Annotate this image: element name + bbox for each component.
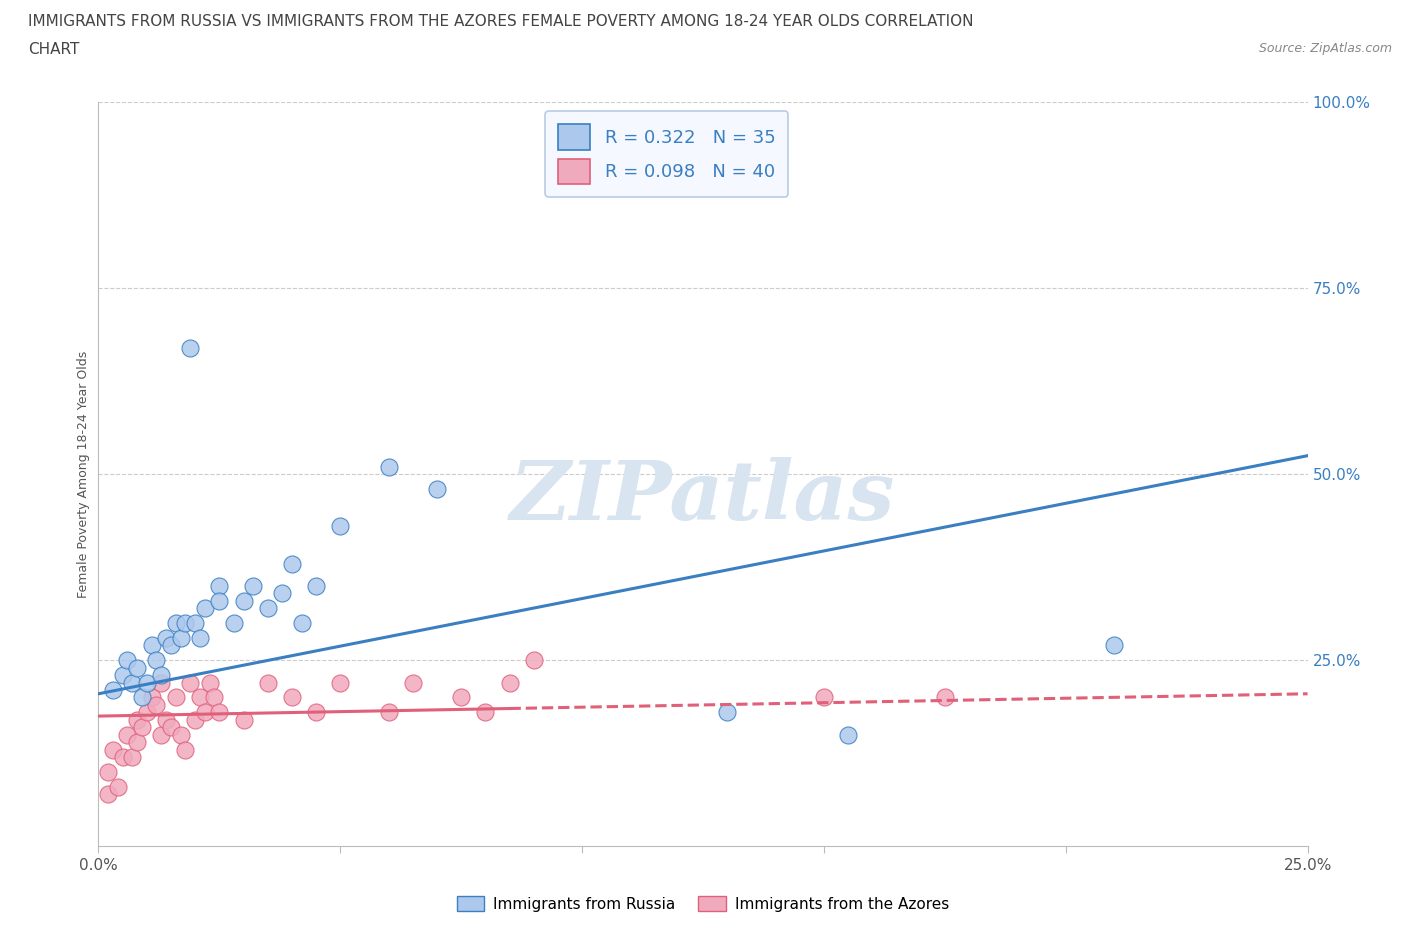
Point bbox=[121, 675, 143, 690]
Point bbox=[160, 720, 183, 735]
Text: Source: ZipAtlas.com: Source: ZipAtlas.com bbox=[1258, 42, 1392, 55]
Point bbox=[174, 742, 197, 757]
Point bbox=[222, 616, 245, 631]
Point bbox=[271, 586, 294, 601]
Point bbox=[377, 705, 399, 720]
Point bbox=[135, 705, 157, 720]
Point bbox=[111, 668, 134, 683]
Text: ZIPatlas: ZIPatlas bbox=[510, 457, 896, 537]
Point bbox=[523, 653, 546, 668]
Point bbox=[155, 712, 177, 727]
Point bbox=[150, 675, 173, 690]
Point bbox=[208, 578, 231, 593]
Point bbox=[150, 727, 173, 742]
Point bbox=[111, 750, 134, 764]
Point bbox=[329, 675, 352, 690]
Point bbox=[107, 779, 129, 794]
Point bbox=[232, 593, 254, 608]
Point bbox=[97, 787, 120, 802]
Point bbox=[131, 720, 153, 735]
Point bbox=[377, 459, 399, 474]
Point bbox=[204, 690, 226, 705]
Point bbox=[179, 675, 201, 690]
Point bbox=[127, 712, 149, 727]
Point bbox=[208, 593, 231, 608]
Point bbox=[474, 705, 496, 720]
Point bbox=[141, 690, 163, 705]
Legend: R = 0.322   N = 35, R = 0.098   N = 40: R = 0.322 N = 35, R = 0.098 N = 40 bbox=[546, 112, 789, 197]
Point bbox=[169, 727, 191, 742]
Point bbox=[135, 675, 157, 690]
Point bbox=[934, 690, 956, 705]
Point bbox=[188, 631, 211, 645]
Point bbox=[179, 340, 201, 355]
Point bbox=[305, 705, 328, 720]
Legend: Immigrants from Russia, Immigrants from the Azores: Immigrants from Russia, Immigrants from … bbox=[450, 889, 956, 918]
Point bbox=[169, 631, 191, 645]
Point bbox=[256, 601, 278, 616]
Point bbox=[194, 601, 217, 616]
Point bbox=[426, 482, 449, 497]
Point bbox=[232, 712, 254, 727]
Point bbox=[174, 616, 197, 631]
Point bbox=[150, 668, 173, 683]
Point bbox=[281, 556, 304, 571]
Point bbox=[402, 675, 425, 690]
Point bbox=[131, 690, 153, 705]
Point bbox=[1102, 638, 1125, 653]
Point bbox=[198, 675, 221, 690]
Point bbox=[145, 653, 167, 668]
Point bbox=[121, 750, 143, 764]
Point bbox=[329, 519, 352, 534]
Point bbox=[813, 690, 835, 705]
Point bbox=[145, 698, 167, 712]
Point bbox=[498, 675, 520, 690]
Point bbox=[208, 705, 231, 720]
Point bbox=[117, 727, 139, 742]
Point bbox=[716, 705, 738, 720]
Point bbox=[188, 690, 211, 705]
Point bbox=[165, 690, 187, 705]
Point bbox=[101, 742, 124, 757]
Point bbox=[305, 578, 328, 593]
Point bbox=[141, 638, 163, 653]
Point bbox=[194, 705, 217, 720]
Text: IMMIGRANTS FROM RUSSIA VS IMMIGRANTS FROM THE AZORES FEMALE POVERTY AMONG 18-24 : IMMIGRANTS FROM RUSSIA VS IMMIGRANTS FRO… bbox=[28, 14, 973, 29]
Point bbox=[837, 727, 859, 742]
Point bbox=[101, 683, 124, 698]
Point bbox=[256, 675, 278, 690]
Point bbox=[281, 690, 304, 705]
Point bbox=[160, 638, 183, 653]
Point bbox=[450, 690, 472, 705]
Point bbox=[290, 616, 312, 631]
Point bbox=[117, 653, 139, 668]
Point bbox=[165, 616, 187, 631]
Point bbox=[127, 660, 149, 675]
Point bbox=[127, 735, 149, 750]
Point bbox=[97, 764, 120, 779]
Point bbox=[155, 631, 177, 645]
Point bbox=[242, 578, 264, 593]
Point bbox=[184, 712, 207, 727]
Point bbox=[184, 616, 207, 631]
Y-axis label: Female Poverty Among 18-24 Year Olds: Female Poverty Among 18-24 Year Olds bbox=[77, 351, 90, 598]
Text: CHART: CHART bbox=[28, 42, 80, 57]
